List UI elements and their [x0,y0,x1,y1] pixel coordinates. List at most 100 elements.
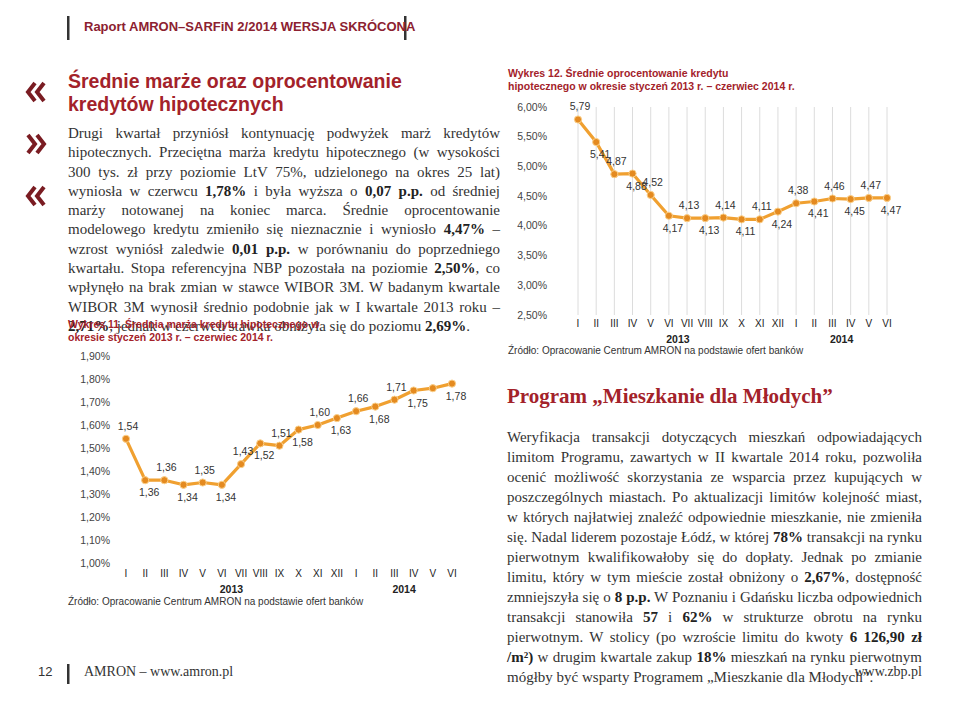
chevron-stroke [37,135,44,153]
header-title: Raport AMRON–SARFiN 2/2014 WERSJA SKRÓCO… [84,19,415,34]
data-label: 1,54 [118,420,139,432]
chart-source: Źródło: Opracowanie Centrum AMRON na pod… [508,345,803,356]
text-run: 57 [643,609,658,625]
x-tick-label: V [647,318,654,329]
data-label: 4,11 [752,200,772,212]
chart-source: Źródło: Opracowanie Centrum AMRON na pod… [68,596,363,607]
data-group [574,116,890,223]
text-run: 18% [696,649,726,665]
x-tick-label: VII [235,568,247,579]
point-marker [448,380,455,387]
point-marker [218,481,225,488]
x-tick-label: XII [772,318,784,329]
x-tick-label: III [828,318,836,329]
data-label: 4,13 [679,199,700,211]
y-tick-label: 1,20% [80,511,110,523]
point-marker [629,170,636,177]
chevron-icon [28,83,44,101]
point-marker [829,195,836,202]
data-label: 1,66 [348,392,369,404]
point-marker [333,415,340,422]
text-run: w drugim kwartale zakup [533,649,696,665]
text-run: 2,50% [434,260,475,276]
data-label: 1,58 [292,436,313,448]
data-label: 1,71 [386,381,407,393]
point-marker [429,385,436,392]
data-label: 4,46 [824,180,845,192]
point-marker [793,200,800,207]
page-number: 12 [38,664,52,679]
chevron-stroke [37,187,44,205]
x-tick-label: I [355,568,358,579]
point-marker [295,426,302,433]
text-run: 62% [682,609,712,625]
x-tick-label: XI [313,568,322,579]
point-marker [865,194,872,201]
y-tick-label: 4,00% [517,219,547,231]
chart-title: Wykres 12. Średnie oprocentowanie kredyt… [508,67,798,93]
point-marker [611,171,618,178]
point-marker [756,216,763,223]
data-label: 1,43 [233,445,254,457]
point-marker [647,191,654,198]
point-marker [774,208,781,215]
x-tick-label: III [160,568,168,579]
x-tick-label: VI [882,318,891,329]
y-tick-label: 4,50% [517,190,547,202]
series-line [126,384,452,485]
x-tick-label: I [577,318,580,329]
data-label: 4,11 [736,225,756,237]
text-run: 1,78% [205,183,246,199]
grid-line [723,107,724,315]
y-tick-label: 1,40% [80,465,110,477]
data-label: 1,36 [139,486,160,498]
point-marker [237,461,244,468]
y-tick-label: 3,50% [517,249,547,261]
data-group [122,380,455,488]
footer-left: AMRON – www.amron.pl [84,664,233,680]
data-label: 4,87 [606,155,627,167]
data-label: 4,17 [663,222,684,234]
x-tick-label: I [795,318,798,329]
x-tick-label: XI [755,318,764,329]
x-tick-label: II [142,568,148,579]
x-tick-label: VI [447,568,456,579]
y-tick-label: 1,10% [80,534,110,546]
data-label: 4,47 [861,179,882,191]
data-label: 1,78 [446,390,467,402]
x-tick-label: IV [409,568,419,579]
x-tick-label: VIII [698,318,713,329]
text-run: 4,47% [444,221,485,237]
x-tick-label: II [593,318,599,329]
x-tick-label: II [373,568,379,579]
data-label: 4,14 [715,199,736,211]
grid-line [832,107,833,315]
y-tick-label: 5,00% [517,160,547,172]
text-run: 2,69% [425,318,466,334]
x-tick-label: V [865,318,872,329]
text-run: . [466,318,470,334]
chevron-stroke [28,135,35,153]
point-marker [702,215,709,222]
data-label: 4,41 [808,207,829,219]
y-tick-label: 6,00% [517,101,547,113]
data-label: 1,68 [369,413,390,425]
data-label: 4,52 [642,176,663,188]
data-label: 4,13 [699,224,720,236]
point-marker [372,403,379,410]
page: 1,00%1,10%1,20%1,30%1,40%1,50%1,60%1,70%… [0,0,960,703]
point-marker [593,138,600,145]
y-tick-label: 1,50% [80,442,110,454]
y-tick-label: 1,90% [80,350,110,362]
footer-right: www.zbp.pl [854,664,922,680]
x-tick-label: III [390,568,398,579]
x-tick-label: IX [719,318,729,329]
data-label: 4,24 [772,218,793,230]
point-marker [811,198,818,205]
section-heading: Program „Mieszkanie dla Młodych” [507,384,833,409]
y-tick-label: 2,50% [517,309,547,321]
y-tick-label: 1,70% [80,396,110,408]
point-marker [720,214,727,221]
year-label: 2013 [220,583,244,595]
text-run: Weryfikacja transakcji dotyczących miesz… [507,429,922,545]
